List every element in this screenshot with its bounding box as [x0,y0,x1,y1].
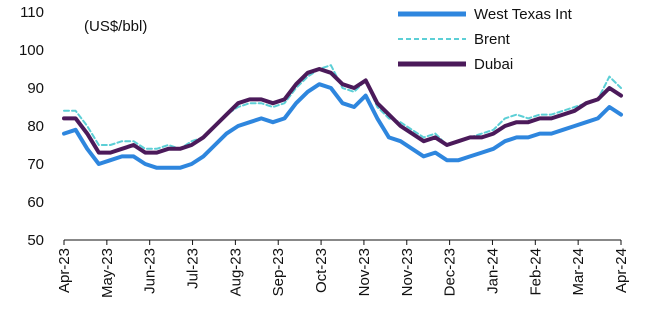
y-tick-label: 50 [27,232,44,249]
x-tick-label: Mar-24 [570,248,587,296]
legend-label: Brent [474,31,511,48]
x-tick-label: Apr-23 [56,248,73,293]
legend-label: West Texas Int [474,6,573,23]
y-tick-label: 80 [27,118,44,135]
series-line-dubai [62,67,623,155]
series-layer [62,64,623,170]
unit-label: (US$/bbl) [84,18,147,35]
x-tick-label: Jan-24 [484,248,501,294]
series-line-brent [63,64,622,150]
x-tick-label: Dec-23 [442,248,459,296]
x-tick-label: Apr-24 [613,248,630,293]
x-tick-label: Nov-23 [356,248,373,296]
y-tick-label: 70 [27,156,44,173]
legend-label: Dubai [474,56,513,73]
x-tick-label: May-23 [99,248,116,298]
x-axis: Apr-23 May-23 Jun-23 Jul-23 Aug-23 Sep-23 Oct-… [56,239,630,298]
x-tick-label: Sep-23 [270,248,287,296]
y-tick-label: 110 [20,4,44,21]
series-line-west-texas-int [62,82,623,170]
x-tick-label: Aug-23 [227,248,244,296]
y-tick-label: 90 [27,80,44,97]
y-tick-label: 60 [27,194,44,211]
x-tick-label: Nov-23 [399,248,416,296]
x-tick-label: Oct-23 [313,248,330,293]
y-tick-label: 100 [19,42,44,59]
y-tick-labels: 50 60 70 80 90 100 110 [19,4,44,249]
x-tick-label: Feb-24 [527,248,544,296]
legend: West Texas Int Brent Dubai [398,6,573,73]
x-tick-label: Jun-23 [142,248,159,294]
x-tick-label: Jul-23 [185,248,202,289]
